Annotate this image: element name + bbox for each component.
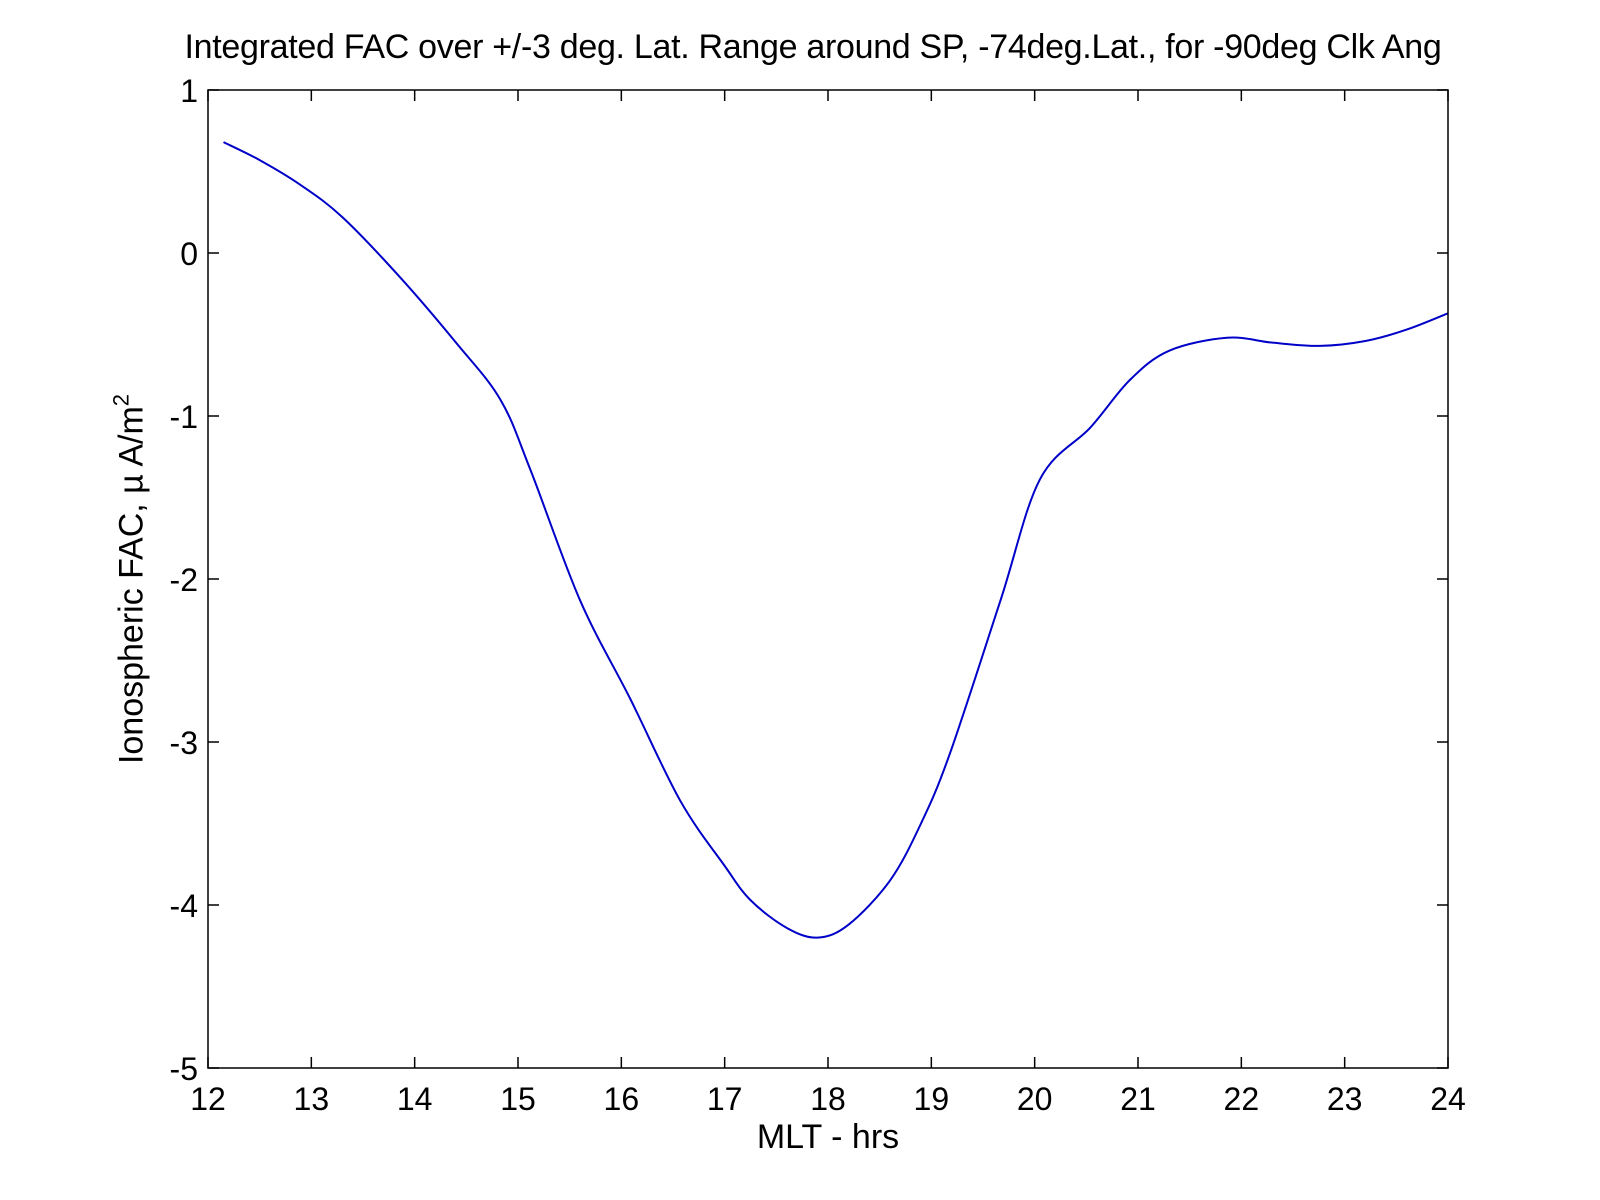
y-axis-label-exponent: 2 <box>108 393 134 407</box>
y-tick-label: -4 <box>170 888 198 924</box>
x-axis-label: MLT - hrs <box>756 1118 900 1156</box>
x-tick-label: 18 <box>810 1081 846 1117</box>
y-tick-label: -2 <box>170 562 198 598</box>
x-tick-label: 24 <box>1430 1081 1466 1117</box>
x-tick-label: 20 <box>1017 1081 1053 1117</box>
x-tick-label: 16 <box>604 1081 640 1117</box>
y-tick-label: 1 <box>180 73 198 109</box>
axis-ticks <box>207 89 1449 1069</box>
y-axis-label-text: Ionospheric FAC, µ A/m <box>112 406 151 765</box>
axes-box <box>207 89 1449 1069</box>
y-tick-label: -5 <box>170 1051 198 1087</box>
axis-tick-labels: 12 13 14 15 16 17 18 19 20 21 22 23 24 -5 -4 -3 -2 -1 0 1 <box>170 73 1466 1117</box>
x-tick-label: 21 <box>1120 1081 1156 1117</box>
y-tick-label: 0 <box>180 236 198 272</box>
x-tick-label: 13 <box>294 1081 330 1117</box>
x-tick-label: 22 <box>1224 1081 1260 1117</box>
x-tick-label: 14 <box>397 1081 433 1117</box>
y-tick-label: -1 <box>170 399 198 435</box>
fac-curve <box>223 141 1449 939</box>
x-tick-label: 19 <box>914 1081 950 1117</box>
x-tick-label: 15 <box>500 1081 536 1117</box>
x-tick-label: 23 <box>1327 1081 1363 1117</box>
chart-title: Integrated FAC over +/-3 deg. Lat. Range… <box>184 28 1442 66</box>
y-axis-label: Ionospheric FAC, µ A/m2 <box>109 394 152 764</box>
x-tick-label: 12 <box>190 1081 226 1117</box>
x-tick-label: 17 <box>707 1081 743 1117</box>
y-tick-label: -3 <box>170 725 198 761</box>
